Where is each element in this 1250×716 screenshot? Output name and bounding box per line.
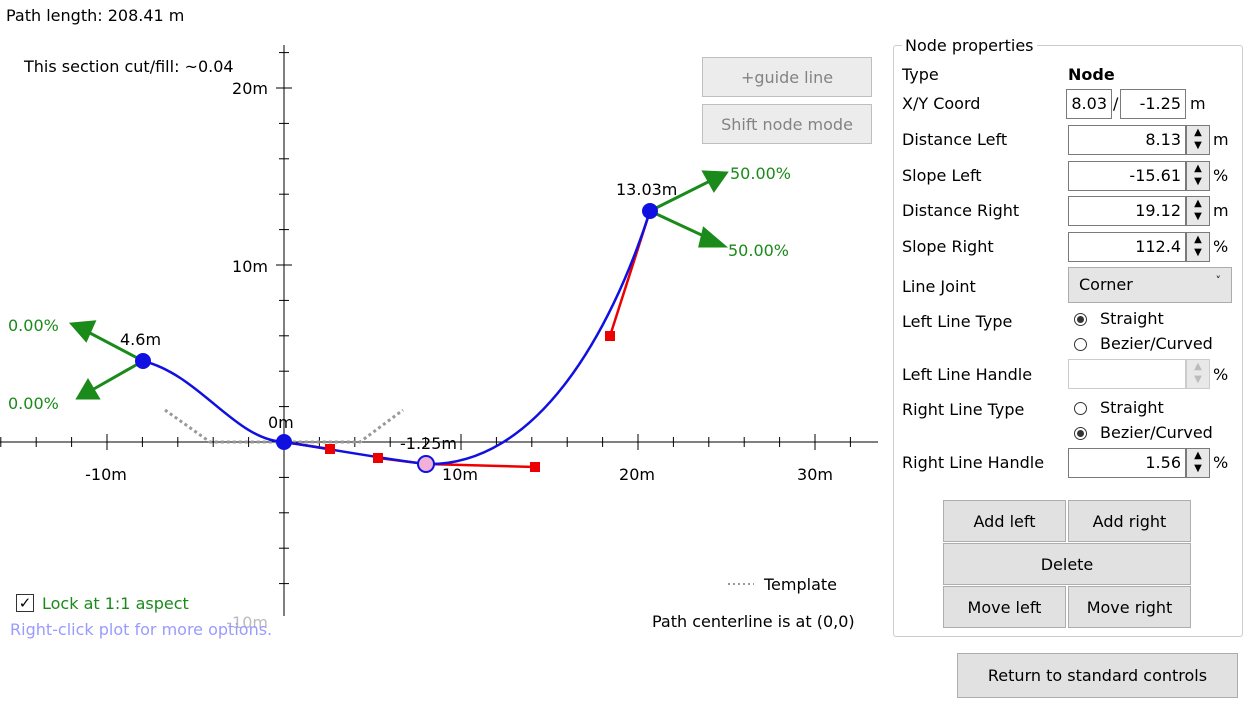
numeric-input[interactable]: 19.12 (1068, 196, 1186, 226)
field-label: Distance Left (902, 130, 1008, 149)
node[interactable] (642, 203, 658, 219)
node-label: 13.03m (616, 180, 677, 199)
field-label: Right Line Type (902, 400, 1025, 419)
slope-label: 0.00% (8, 316, 59, 335)
handle[interactable] (325, 444, 335, 454)
x-input[interactable]: 8.03 (1066, 89, 1112, 119)
group-box (893, 45, 1243, 637)
slope-arrow (91, 359, 144, 392)
numeric-input[interactable]: -15.61 (1068, 160, 1186, 191)
shift-node-button[interactable]: Shift node mode (702, 104, 872, 144)
slope-arrow-head (701, 170, 729, 193)
x-axis-label: 10m (442, 465, 478, 484)
radio[interactable] (1074, 313, 1087, 326)
x-axis-label: 20m (619, 465, 655, 484)
field-label: Left Line Handle (902, 365, 1033, 384)
numeric-input[interactable]: 8.13 (1068, 125, 1186, 155)
handle-input[interactable]: 1.56 (1068, 448, 1186, 478)
radio-label[interactable]: Straight (1100, 398, 1164, 417)
spinner[interactable]: ▲ ▼ (1186, 125, 1210, 155)
unit: m (1213, 201, 1229, 220)
move-right-button[interactable]: Move right (1068, 586, 1191, 628)
unit: m (1213, 130, 1229, 149)
y-axis-label: 10m (232, 257, 268, 276)
cut-fill: This section cut/fill: ~0.04 (23, 57, 234, 76)
radio-label[interactable]: Bezier/Curved (1100, 423, 1213, 442)
centerline-note: Path centerline is at (0,0) (652, 612, 855, 631)
spinner[interactable]: ▲ ▼ (1186, 160, 1210, 191)
unit: % (1213, 365, 1229, 384)
slope-label: 50.00% (730, 164, 791, 183)
slope-label: 50.00% (728, 241, 789, 260)
node[interactable] (135, 353, 151, 369)
y-axis-label: -10m (226, 613, 268, 632)
guide-line-button[interactable]: +guide line (702, 57, 872, 97)
dropdown-arrow: ˅ (1215, 274, 1222, 287)
combobox-value: Corner (1079, 275, 1133, 294)
spinner: ▲ ▼ (1186, 359, 1210, 389)
radio-label[interactable]: Bezier/Curved (1100, 334, 1213, 353)
unit: % (1213, 453, 1229, 472)
slope-label: 0.00% (8, 394, 59, 413)
node-label: -1.25m (400, 434, 457, 453)
path-length: Path length: 208.41 m (6, 6, 185, 25)
type-value: Node (1068, 65, 1115, 84)
spinner[interactable]: ▲ ▼ (1186, 196, 1210, 226)
field-label: Line Joint (902, 277, 976, 296)
field-label: Distance Right (902, 201, 1020, 220)
field-label: Left Line Type (902, 312, 1013, 331)
slope-arrow (87, 330, 144, 363)
curve (425, 210, 652, 466)
node[interactable] (276, 434, 292, 450)
radio[interactable] (1074, 338, 1087, 351)
slope-arrow-head (75, 378, 101, 400)
spinner[interactable]: ▲ ▼ (1186, 231, 1210, 262)
move-left-button[interactable]: Move left (943, 586, 1066, 628)
slope-arrow (649, 179, 711, 213)
group-title: Node properties (902, 36, 1037, 55)
field-label: Type (902, 65, 939, 84)
unit: m (1190, 94, 1206, 113)
curve (142, 359, 285, 444)
node-label: 0m (268, 413, 294, 432)
radio-label[interactable]: Straight (1100, 309, 1164, 328)
combobox[interactable]: Corner ˅ (1068, 267, 1232, 303)
unit: % (1213, 165, 1229, 185)
handle-input-disabled (1068, 359, 1186, 389)
handle[interactable] (373, 453, 383, 463)
slope-arrow-head (68, 320, 97, 343)
legend-label: Template (763, 575, 837, 594)
curve (283, 440, 427, 466)
field-label: Slope Right (902, 236, 994, 256)
handle[interactable] (605, 331, 615, 341)
slope-arrow (649, 209, 709, 240)
field-label: Slope Left (902, 165, 982, 185)
radio[interactable] (1074, 402, 1087, 415)
lock-label[interactable]: Lock at 1:1 aspect (42, 594, 189, 613)
slope-arrow-head (698, 226, 729, 248)
return-button[interactable]: Return to standard controls (957, 653, 1238, 698)
numeric-input[interactable]: 112.4 (1068, 231, 1186, 262)
delete-button[interactable]: Delete (943, 543, 1191, 585)
field-label: Right Line Handle (902, 453, 1045, 472)
radio[interactable] (1074, 427, 1087, 440)
unit: % (1213, 236, 1229, 256)
plot[interactable]: This section cut/fill: ~0.04 -10m 10m 20… (0, 0, 890, 716)
y-axis-label: 20m (232, 79, 268, 98)
add-left-button[interactable]: Add left (943, 500, 1066, 542)
node-selected[interactable] (417, 455, 435, 473)
y-input[interactable]: -1.25 (1120, 89, 1186, 119)
spinner[interactable]: ▲ ▼ (1186, 448, 1210, 478)
x-axis-label: 30m (797, 465, 833, 484)
field-label: X/Y Coord (902, 94, 981, 113)
hint: Right-click plot for more options. (10, 620, 273, 639)
x-axis-label: -10m (85, 465, 127, 484)
node-label: 4.6m (120, 330, 161, 349)
handle[interactable] (530, 462, 540, 472)
separator: / (1113, 94, 1119, 113)
checkbox[interactable]: ✓ (16, 594, 34, 612)
add-right-button[interactable]: Add right (1068, 500, 1191, 542)
